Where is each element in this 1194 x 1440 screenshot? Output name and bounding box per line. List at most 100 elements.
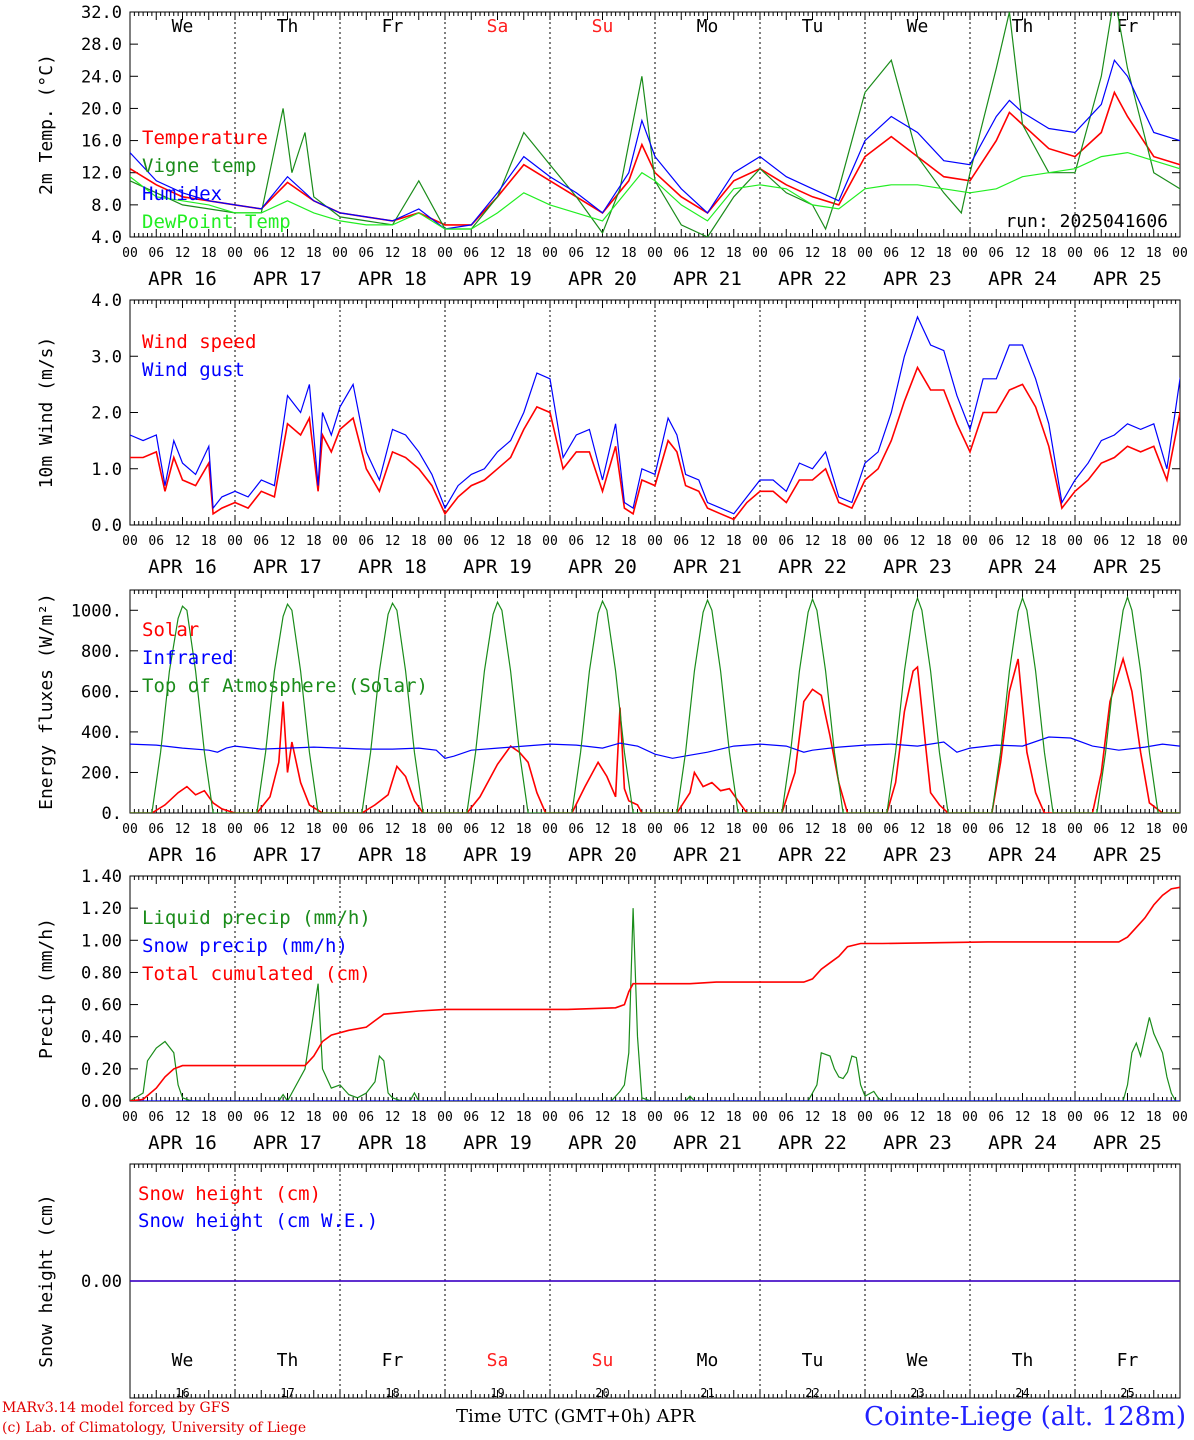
hour-tick-label: 12 [1120, 246, 1136, 261]
day-label: APR 23 [883, 1132, 952, 1154]
hour-tick-label: 18 [621, 1110, 637, 1125]
day-number: 19 [490, 1386, 505, 1400]
hour-tick-label: 18 [831, 1110, 847, 1125]
hour-tick-label: 12 [490, 822, 506, 837]
hour-tick-label: 06 [778, 246, 794, 261]
dow-label: Fr [382, 1350, 404, 1371]
hour-tick-label: 06 [358, 246, 374, 261]
hour-tick-label: 12 [1015, 822, 1031, 837]
series-line-top-of-atmosphere-solar- [130, 595, 1180, 813]
day-label: APR 22 [778, 556, 847, 578]
dow-label: Fr [1117, 1350, 1139, 1371]
series-line-humidex [130, 58, 1180, 230]
hour-tick-label: 06 [988, 822, 1004, 837]
legend-entry: Liquid precip (mm/h) [142, 907, 371, 929]
hour-tick-label: 12 [595, 822, 611, 837]
legend-entry: Vigne temp [142, 155, 256, 177]
hour-tick-label: 00 [857, 246, 873, 261]
y-tick-label: 0. [102, 804, 122, 824]
day-label: APR 20 [568, 268, 637, 290]
hour-tick-label: 06 [1093, 534, 1109, 549]
hour-tick-label: 18 [516, 534, 532, 549]
hour-tick-label: 06 [1093, 246, 1109, 261]
hour-tick-label: 00 [752, 534, 768, 549]
hour-tick-label: 12 [700, 822, 716, 837]
series-line-temperature [130, 90, 1180, 226]
dow-label: Fr [1117, 16, 1139, 37]
y-tick-label: 24.0 [81, 67, 122, 87]
legend-entry: Humidex [142, 183, 222, 205]
day-label: APR 17 [253, 844, 322, 866]
legend-entry: Total cumulated (cm) [142, 963, 371, 985]
day-label: APR 16 [148, 556, 217, 578]
hour-tick-label: 06 [778, 1110, 794, 1125]
day-label: APR 19 [463, 1132, 532, 1154]
hour-tick-label: 00 [647, 534, 663, 549]
y-tick-label: 0.00 [81, 1272, 122, 1292]
hour-tick-label: 06 [253, 822, 269, 837]
y-tick-label: 32.0 [81, 3, 122, 23]
hour-tick-label: 12 [805, 534, 821, 549]
hour-tick-label: 12 [385, 1110, 401, 1125]
y-tick-label: 400. [81, 723, 122, 743]
hour-tick-label: 06 [1093, 1110, 1109, 1125]
y-axis-title: Energy fluxes (W/m²) [36, 593, 57, 810]
hour-tick-label: 06 [883, 822, 899, 837]
hour-tick-label: 00 [122, 246, 138, 261]
panel-1: 4.0 8.0 12.0 16.0 20.0 24.0 28.0 32.0 2m Temp. (… [36, 3, 1188, 290]
y-tick-label: 0.80 [81, 963, 122, 983]
hour-tick-label: 18 [1041, 246, 1057, 261]
hour-tick-label: 12 [910, 534, 926, 549]
hour-tick-label: 00 [332, 246, 348, 261]
dow-label: Th [1012, 1350, 1034, 1371]
day-label: APR 16 [148, 844, 217, 866]
day-label: APR 25 [1093, 268, 1162, 290]
hour-tick-label: 12 [700, 246, 716, 261]
y-axis-title: Precip (mm/h) [36, 918, 57, 1059]
y-tick-label: 0.00 [81, 1092, 122, 1112]
dow-label: Th [277, 1350, 299, 1371]
hour-tick-label: 12 [280, 534, 296, 549]
series-line-vigne-temp [130, 12, 1180, 237]
y-tick-label: 4.0 [91, 291, 122, 311]
hour-tick-label: 12 [1120, 534, 1136, 549]
hour-tick-label: 06 [358, 822, 374, 837]
hour-tick-label: 18 [831, 534, 847, 549]
legend-entry: Wind gust [142, 359, 245, 381]
hour-tick-label: 00 [332, 534, 348, 549]
day-number: 20 [595, 1386, 610, 1400]
hour-tick-label: 12 [385, 246, 401, 261]
hour-tick-label: 12 [700, 1110, 716, 1125]
y-tick-label: 0.0 [91, 516, 122, 536]
hour-tick-label: 12 [805, 246, 821, 261]
hour-tick-label: 18 [201, 534, 217, 549]
dow-label: Tu [802, 1350, 824, 1371]
meteogram: 4.0 8.0 12.0 16.0 20.0 24.0 28.0 32.0 2m Temp. (… [36, 3, 1188, 1399]
series-line-total-cumulated-cm- [130, 886, 1180, 1101]
hour-tick-label: 12 [1015, 1110, 1031, 1125]
day-label: APR 24 [988, 1132, 1057, 1154]
hour-tick-label: 00 [647, 1110, 663, 1125]
legend-entry: Snow height (cm) [138, 1183, 321, 1205]
hour-tick-label: 18 [1041, 1110, 1057, 1125]
hour-tick-label: 00 [122, 822, 138, 837]
y-tick-label: 1000. [71, 601, 122, 621]
hour-tick-label: 00 [332, 1110, 348, 1125]
model-credit: MARv3.14 model forced by GFS [2, 1400, 231, 1416]
y-tick-label: 4.0 [91, 228, 122, 248]
panel-3: 0. 200. 400. 600. 800. 1000. Energy fluxes (W/… [36, 589, 1188, 866]
hour-tick-label: 18 [726, 1110, 742, 1125]
hour-tick-label: 18 [1146, 534, 1162, 549]
hour-tick-label: 12 [1015, 246, 1031, 261]
hour-tick-label: 00 [857, 822, 873, 837]
y-tick-label: 16.0 [81, 132, 122, 152]
day-label: APR 20 [568, 1132, 637, 1154]
day-label: APR 17 [253, 1132, 322, 1154]
day-label: APR 22 [778, 844, 847, 866]
day-label: APR 22 [778, 1132, 847, 1154]
y-tick-label: 1.40 [81, 867, 122, 887]
panel-5: 0.00 Snow height (cm) We Th Fr Sa Su Mo Tu We Th Fr… [36, 1163, 1181, 1399]
y-tick-label: 3.0 [91, 347, 122, 367]
hour-tick-label: 12 [175, 822, 191, 837]
hour-tick-label: 18 [411, 246, 427, 261]
